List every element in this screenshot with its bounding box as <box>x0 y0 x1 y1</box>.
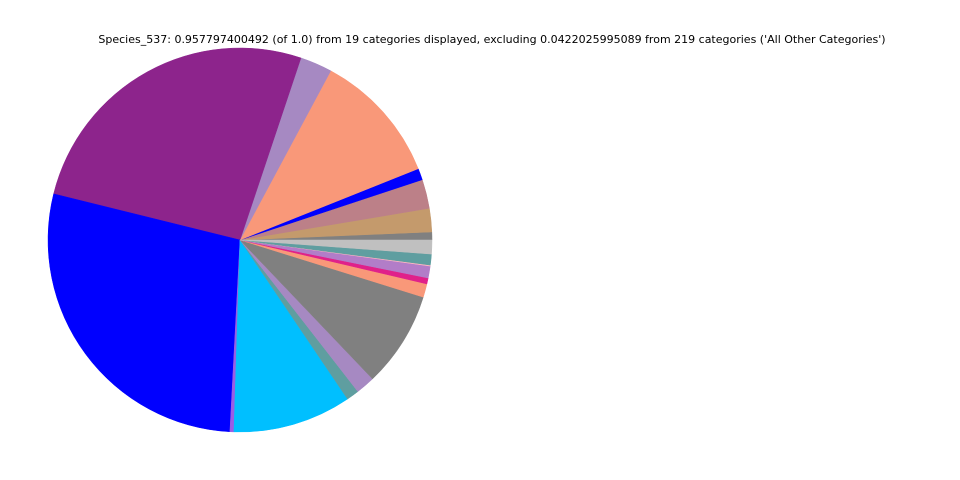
pie-slice <box>239 70 419 241</box>
pie-slice <box>233 239 348 433</box>
pie-slice <box>239 239 424 380</box>
chart-title: Species_537: 0.957797400492 (of 1.0) fro… <box>98 33 885 46</box>
pie-slice <box>47 193 241 432</box>
pie-slice <box>53 47 302 241</box>
pie-slice <box>239 239 433 255</box>
